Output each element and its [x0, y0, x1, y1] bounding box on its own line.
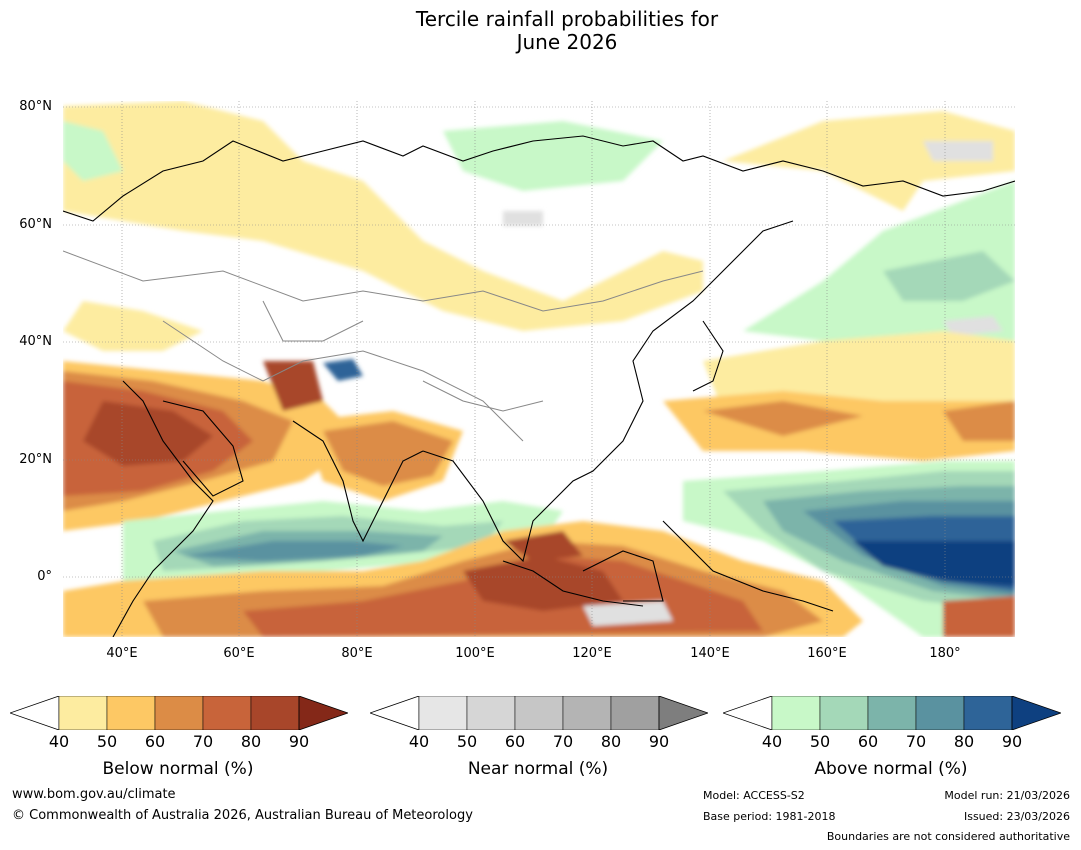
coastlines: [63, 135, 1015, 637]
model-text: Model: ACCESS-S2: [703, 789, 805, 802]
cbar-above-seg-1: [771, 696, 821, 730]
lon-label-100e: 100°E: [455, 646, 495, 661]
lon-label-180: 180°: [929, 646, 961, 661]
cbar-above-tick: 80: [953, 732, 975, 751]
cbar-below-max-arrow: [298, 696, 348, 730]
cbar-near-seg-3: [514, 696, 564, 730]
base-period-text: Base period: 1981-2018: [703, 810, 836, 823]
model-run-text: Model run: 21/03/2026: [944, 789, 1070, 802]
lon-label-140e: 140°E: [690, 646, 730, 661]
map-canvas: [63, 101, 1015, 637]
cbar-above-seg-2: [819, 696, 869, 730]
boundaries-note: Boundaries are not considered authoritat…: [826, 830, 1070, 843]
cbar-below-seg-5: [250, 696, 300, 730]
cbar-near-tick: 70: [552, 732, 574, 751]
cbar-below-seg-4: [202, 696, 252, 730]
cbar-below-tick: 80: [240, 732, 262, 751]
cbar-near-tick: 90: [648, 732, 670, 751]
lat-label-80n: 80°N: [19, 99, 52, 114]
cbar-below-seg-2: [106, 696, 156, 730]
borders: [63, 250, 704, 442]
cbar-near-seg-1: [418, 696, 468, 730]
cbar-above-tick: 50: [809, 732, 831, 751]
lon-label-80e: 80°E: [341, 646, 373, 661]
cbar-below-tick: 90: [288, 732, 310, 751]
website-link[interactable]: www.bom.gov.au/climate: [12, 787, 176, 802]
colorbar-above-title: Above normal (%): [814, 759, 968, 779]
cbar-near-tick: 60: [504, 732, 526, 751]
cbar-above-seg-5: [963, 696, 1013, 730]
cbar-near-tick: 40: [408, 732, 430, 751]
cbar-above-seg-4: [915, 696, 965, 730]
cbar-above-tick: 70: [905, 732, 927, 751]
cbar-near-seg-5: [610, 696, 660, 730]
cbar-above-seg-3: [867, 696, 917, 730]
cbar-below-seg-1: [58, 696, 108, 730]
title-line-2: June 2026: [516, 30, 618, 54]
cbar-near-max-arrow: [658, 696, 708, 730]
colorbar-above: [723, 696, 1061, 730]
cbar-near-tick: 50: [456, 732, 478, 751]
copyright-text: © Commonwealth of Australia 2026, Austra…: [12, 808, 473, 823]
cbar-above-tick: 90: [1001, 732, 1023, 751]
lat-label-40n: 40°N: [19, 334, 52, 349]
cbar-above-tick: 60: [857, 732, 879, 751]
issued-text: Issued: 23/03/2026: [963, 810, 1070, 823]
cbar-near-tick: 80: [600, 732, 622, 751]
cbar-near-seg-4: [562, 696, 612, 730]
cbar-below-seg-3: [154, 696, 204, 730]
lon-label-160e: 160°E: [807, 646, 847, 661]
probability-map: [63, 101, 1015, 637]
colorbar-below-title: Below normal (%): [102, 759, 254, 779]
cbar-below-tick: 70: [192, 732, 214, 751]
map-title: Tercile rainfall probabilities for June …: [0, 8, 1081, 54]
title-line-1: Tercile rainfall probabilities for: [415, 7, 719, 31]
cbar-below-tick: 40: [48, 732, 70, 751]
colorbar-near-title: Near normal (%): [467, 759, 609, 779]
cbar-near-min-arrow: [370, 696, 420, 730]
cbar-below-min-arrow: [10, 696, 60, 730]
colorbar-below: [10, 696, 348, 730]
cbar-above-max-arrow: [1011, 696, 1061, 730]
lat-label-20n: 20°N: [19, 452, 52, 467]
lat-label-60n: 60°N: [19, 217, 52, 232]
lon-label-120e: 120°E: [572, 646, 612, 661]
colorbar-near: [370, 696, 708, 730]
cbar-near-seg-2: [466, 696, 516, 730]
lon-label-40e: 40°E: [106, 646, 138, 661]
cbar-below-tick: 60: [144, 732, 166, 751]
cbar-above-tick: 40: [761, 732, 783, 751]
cbar-below-tick: 50: [96, 732, 118, 751]
lon-label-60e: 60°E: [223, 646, 255, 661]
lat-label-0: 0°: [37, 569, 52, 584]
cbar-above-min-arrow: [723, 696, 773, 730]
